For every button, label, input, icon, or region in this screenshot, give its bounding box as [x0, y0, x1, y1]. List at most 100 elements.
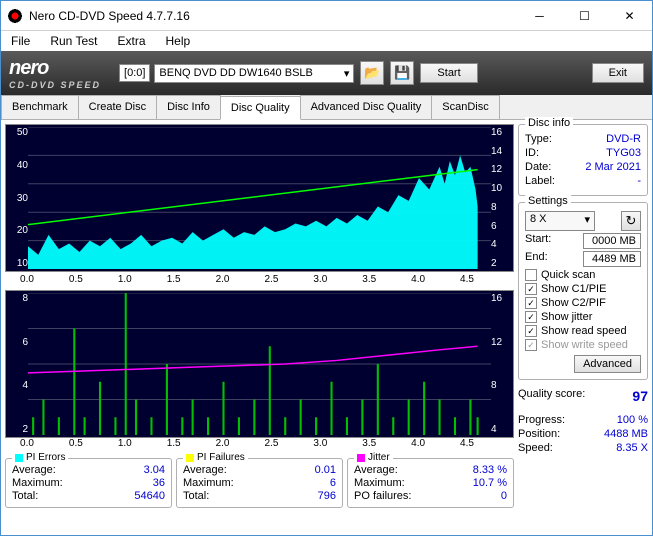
- speed-combo[interactable]: 8 X ▾: [525, 211, 595, 231]
- pie-stats: PI Errors Average:3.04 Maximum:36 Total:…: [5, 458, 172, 508]
- menu-runtest[interactable]: Run Test: [44, 32, 103, 50]
- progress-value: 100 %: [617, 414, 648, 426]
- menu-help[interactable]: Help: [160, 32, 197, 50]
- chart1-y-right: 161412108642: [491, 125, 511, 271]
- jitter-avg-value: 8.33 %: [473, 464, 507, 476]
- start-label: Start:: [525, 233, 551, 249]
- app-icon: [7, 8, 23, 24]
- chart1-x-axis: 0.00.51.01.52.02.53.03.54.04.5: [5, 274, 514, 290]
- quick-scan-label: Quick scan: [541, 269, 595, 281]
- chart1-y-left: 5040302010: [8, 125, 28, 271]
- speed-value: 8 X: [530, 213, 547, 229]
- tab-disc-info[interactable]: Disc Info: [156, 95, 221, 119]
- disc-info-group: Disc info Type:DVD-R ID:TYG03 Date:2 Mar…: [518, 124, 648, 196]
- pie-color-swatch: [15, 454, 23, 462]
- chart1-plot: [28, 127, 491, 269]
- charts-column: 5040302010 161412108642 0.00.51.01.52.02…: [5, 124, 514, 531]
- disc-type-label: Type:: [525, 133, 552, 145]
- end-label: End:: [525, 251, 548, 267]
- menubar: File Run Test Extra Help: [1, 31, 652, 51]
- jitter-stats: Jitter Average:8.33 % Maximum:10.7 % PO …: [347, 458, 514, 508]
- pie-avg-label: Average:: [12, 464, 56, 476]
- refresh-icon-button[interactable]: ↻: [621, 211, 641, 231]
- chart2-y-left: 8642: [8, 291, 28, 437]
- show-read-label: Show read speed: [541, 325, 627, 337]
- chevron-down-icon: ▾: [344, 67, 350, 80]
- pif-title: PI Failures: [197, 452, 245, 463]
- speed-label: Speed:: [518, 442, 553, 454]
- tab-scandisc[interactable]: ScanDisc: [431, 95, 499, 119]
- disc-info-legend: Disc info: [525, 117, 573, 129]
- po-value: 0: [501, 490, 507, 502]
- show-write-checkbox: ✓: [525, 339, 537, 351]
- tab-benchmark[interactable]: Benchmark: [1, 95, 79, 119]
- disc-date-label: Date:: [525, 161, 551, 173]
- jitter-max-label: Maximum:: [354, 477, 405, 489]
- maximize-button[interactable]: ☐: [562, 1, 607, 30]
- menu-extra[interactable]: Extra: [111, 32, 151, 50]
- quality-value: 97: [632, 388, 648, 404]
- pie-avg-value: 3.04: [144, 464, 165, 476]
- disc-id-value: TYG03: [606, 147, 641, 159]
- pif-avg-value: 0.01: [315, 464, 336, 476]
- show-jitter-checkbox[interactable]: ✓: [525, 311, 537, 323]
- pif-color-swatch: [186, 454, 194, 462]
- quality-label: Quality score:: [518, 388, 585, 404]
- pie-max-value: 36: [153, 477, 165, 489]
- minimize-button[interactable]: ─: [517, 1, 562, 30]
- app-window: Nero CD-DVD Speed 4.7.7.16 ─ ☐ ✕ File Ru…: [0, 0, 653, 536]
- jitter-avg-label: Average:: [354, 464, 398, 476]
- drive-combo[interactable]: BENQ DVD DD DW1640 BSLB ▾: [154, 64, 354, 83]
- toolbar: nero CD-DVD SPEED [0:0] BENQ DVD DD DW16…: [1, 51, 652, 95]
- show-c1-checkbox[interactable]: ✓: [525, 283, 537, 295]
- chevron-down-icon: ▾: [584, 213, 590, 229]
- logo-text: nero: [9, 57, 101, 80]
- stats-row: PI Errors Average:3.04 Maximum:36 Total:…: [5, 458, 514, 508]
- content-area: 5040302010 161412108642 0.00.51.01.52.02…: [1, 120, 652, 535]
- disc-id-label: ID:: [525, 147, 539, 159]
- quality-score: Quality score: 97: [518, 388, 648, 404]
- jitter-max-value: 10.7 %: [473, 477, 507, 489]
- pie-total-label: Total:: [12, 490, 38, 502]
- po-label: PO failures:: [354, 490, 411, 502]
- disc-label-label: Label:: [525, 175, 555, 187]
- pif-total-value: 796: [318, 490, 336, 502]
- sidebar: Disc info Type:DVD-R ID:TYG03 Date:2 Mar…: [518, 124, 648, 531]
- logo: nero CD-DVD SPEED: [9, 57, 101, 90]
- drive-id[interactable]: [0:0]: [119, 64, 150, 82]
- position-label: Position:: [518, 428, 560, 440]
- tab-create-disc[interactable]: Create Disc: [78, 95, 157, 119]
- tab-disc-quality[interactable]: Disc Quality: [220, 96, 301, 120]
- progress-label: Progress:: [518, 414, 565, 426]
- show-c2-checkbox[interactable]: ✓: [525, 297, 537, 309]
- end-field[interactable]: 4489 MB: [583, 251, 641, 267]
- progress-group: Progress:100 % Position:4488 MB Speed:8.…: [518, 412, 648, 456]
- pif-max-label: Maximum:: [183, 477, 234, 489]
- pif-chart: 8642 161284: [5, 290, 514, 438]
- menu-file[interactable]: File: [5, 32, 36, 50]
- settings-legend: Settings: [525, 195, 571, 207]
- drive-selector: [0:0] BENQ DVD DD DW1640 BSLB ▾: [119, 64, 354, 83]
- pie-chart: 5040302010 161412108642: [5, 124, 514, 272]
- jitter-title: Jitter: [368, 452, 390, 463]
- pie-title: PI Errors: [26, 452, 65, 463]
- show-write-label: Show write speed: [541, 339, 628, 351]
- save-icon-button[interactable]: 💾: [390, 61, 414, 85]
- tab-adv-quality[interactable]: Advanced Disc Quality: [300, 95, 433, 119]
- show-c2-label: Show C2/PIF: [541, 297, 606, 309]
- window-title: Nero CD-DVD Speed 4.7.7.16: [29, 9, 517, 23]
- start-field[interactable]: 0000 MB: [583, 233, 641, 249]
- show-c1-label: Show C1/PIE: [541, 283, 606, 295]
- quick-scan-checkbox[interactable]: [525, 269, 537, 281]
- disc-date-value: 2 Mar 2021: [585, 161, 641, 173]
- open-icon-button[interactable]: 📂: [360, 61, 384, 85]
- chart2-plot: [28, 293, 491, 435]
- pif-avg-label: Average:: [183, 464, 227, 476]
- start-button[interactable]: Start: [420, 63, 477, 83]
- advanced-button[interactable]: Advanced: [574, 355, 641, 373]
- close-button[interactable]: ✕: [607, 1, 652, 30]
- show-read-checkbox[interactable]: ✓: [525, 325, 537, 337]
- exit-button[interactable]: Exit: [592, 63, 644, 83]
- position-value: 4488 MB: [604, 428, 648, 440]
- pie-max-label: Maximum:: [12, 477, 63, 489]
